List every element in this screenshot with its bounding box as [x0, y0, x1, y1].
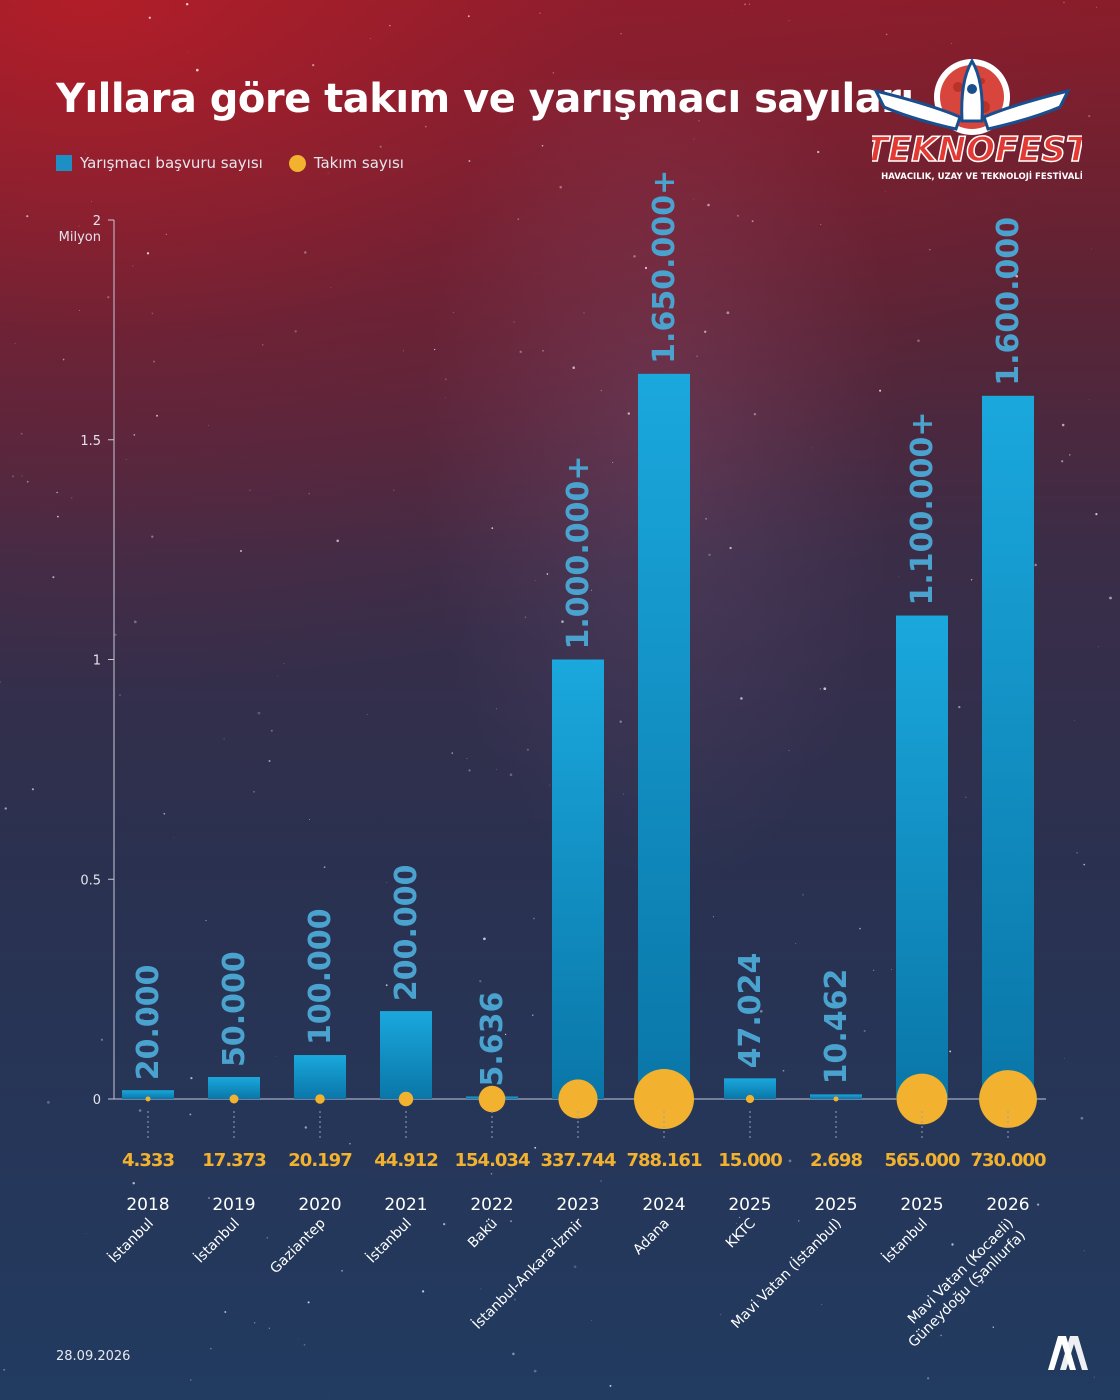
city-label-line: Bakü [465, 1216, 501, 1252]
logo-wing-left [873, 88, 962, 131]
city-label-line: Gaziantep [267, 1215, 329, 1277]
team-value-label: 17.373 [202, 1150, 266, 1171]
team-circle [315, 1094, 325, 1104]
city-label-line: KKTC [723, 1215, 759, 1251]
city-label: İstanbul [104, 1214, 156, 1266]
applicants-value-label: 1.000.000+ [561, 455, 596, 649]
team-value-label: 337.744 [541, 1150, 616, 1171]
year-label: 2025 [900, 1195, 943, 1215]
city-label-line: İstanbul [104, 1214, 156, 1266]
applicants-value-label: 1.650.000+ [647, 170, 682, 364]
year-label: 2019 [212, 1195, 255, 1215]
applicants-bar [982, 395, 1034, 1099]
logo-subtitle: HAVACILIK, UZAY VE TEKNOLOJİ FESTİVALİ [881, 171, 1082, 182]
year-label: 2018 [126, 1195, 169, 1215]
applicants-value-label: 10.462 [819, 969, 854, 1085]
city-label: Bakü [465, 1216, 501, 1252]
year-label: 2026 [986, 1195, 1029, 1215]
applicants-value-label: 1.600.000 [991, 217, 1026, 386]
bars: 20.000 50.000 100.000 200.000 5.636 1.000.000… [122, 170, 1034, 1099]
city-label-line: Adana [630, 1216, 673, 1259]
y-axis-unit-label: Milyon [59, 230, 101, 245]
team-circles [145, 1069, 1037, 1129]
applicants-value-label: 100.000 [303, 908, 338, 1045]
logo-wordmark: TEKNOFEST [872, 130, 1082, 170]
legend-applicants-label: Yarışmacı başvuru sayısı [80, 154, 263, 172]
team-value-label: 2.698 [810, 1150, 862, 1171]
page-title: Yıllara göre takım ve yarışmacı sayıları [56, 76, 914, 122]
applicants-bar [896, 615, 948, 1099]
year-label: 2025 [814, 1195, 857, 1215]
applicants-bar [724, 1078, 776, 1099]
team-value-label: 44.912 [374, 1150, 437, 1171]
applicants-bar [208, 1077, 260, 1099]
y-tick-label: 1.5 [80, 434, 101, 449]
city-label: Gaziantep [267, 1215, 329, 1277]
agency-text: AA [1046, 1332, 1048, 1333]
applicants-bar [380, 1011, 432, 1099]
legend-applicants-swatch [56, 155, 72, 171]
team-circle [478, 1085, 506, 1113]
applicants-value-label: 200.000 [389, 864, 424, 1001]
y-tick-label: 0.5 [80, 873, 101, 888]
year-label: 2020 [298, 1195, 341, 1215]
applicants-bar [122, 1090, 174, 1099]
applicants-bar [552, 659, 604, 1099]
team-value-label: 15.000 [718, 1150, 782, 1171]
year-label: 2024 [642, 1195, 685, 1215]
city-label-line: İstanbul [190, 1214, 242, 1266]
applicants-value-label: 20.000 [131, 964, 166, 1080]
anadolu-agency-logo: AA [1046, 1332, 1088, 1370]
team-circle [896, 1073, 948, 1125]
legend-teams-swatch [288, 154, 306, 172]
logo-wing-right [982, 88, 1071, 131]
y-tick-label: 0 [93, 1093, 101, 1108]
applicants-value-label: 1.100.000+ [905, 411, 940, 605]
y-ticks: 0 0.5 1 1.5 2 [80, 214, 114, 1108]
team-circle [558, 1079, 598, 1119]
city-label-line: Güneydoğu (Şanlıurfa) [906, 1228, 1029, 1351]
team-value-label: 730.000 [971, 1150, 1046, 1171]
team-value-label: 565.000 [885, 1150, 960, 1171]
team-circle [833, 1096, 839, 1102]
year-label: 2022 [470, 1195, 513, 1215]
team-value-label: 788.161 [627, 1150, 702, 1171]
applicants-bar [638, 373, 690, 1099]
publish-date: 28.09.2026 [56, 1349, 131, 1364]
y-tick-label: 2 [93, 214, 101, 229]
city-label: İstanbul [878, 1214, 930, 1266]
city-label: KKTC [723, 1215, 759, 1251]
teknofest-logo: TEKNOFEST HAVACILIK, UZAY VE TEKNOLOJİ F… [872, 58, 1082, 182]
city-label: Adana [630, 1216, 673, 1259]
y-tick-label: 1 [93, 654, 101, 669]
team-circle [145, 1096, 151, 1102]
team-circle [229, 1094, 239, 1104]
team-circle [634, 1069, 694, 1129]
year-label: 2025 [728, 1195, 771, 1215]
applicants-value-label: 47.024 [733, 953, 768, 1069]
legend: Yarışmacı başvuru sayısı Takım sayısı [56, 154, 404, 172]
legend-teams-label: Takım sayısı [313, 154, 404, 172]
city-label: İstanbul [190, 1214, 242, 1266]
team-circle [745, 1094, 755, 1104]
year-label: 2023 [556, 1195, 599, 1215]
team-value-label: 20.197 [288, 1150, 352, 1171]
applicants-bar [294, 1055, 346, 1099]
city-label: İstanbul [362, 1214, 414, 1266]
team-value-label: 4.333 [122, 1150, 174, 1171]
city-label-line: İstanbul [878, 1214, 930, 1266]
team-circle [979, 1070, 1037, 1128]
applicants-value-label: 50.000 [217, 951, 252, 1067]
team-circle [398, 1091, 414, 1107]
city-label-line: İstanbul [362, 1214, 414, 1266]
applicants-value-label: 5.636 [475, 992, 510, 1087]
x-labels: 4.3332018İstanbul17.3732019İstanbul20.19… [104, 1111, 1047, 1351]
team-value-label: 154.034 [455, 1150, 530, 1171]
year-label: 2021 [384, 1195, 427, 1215]
